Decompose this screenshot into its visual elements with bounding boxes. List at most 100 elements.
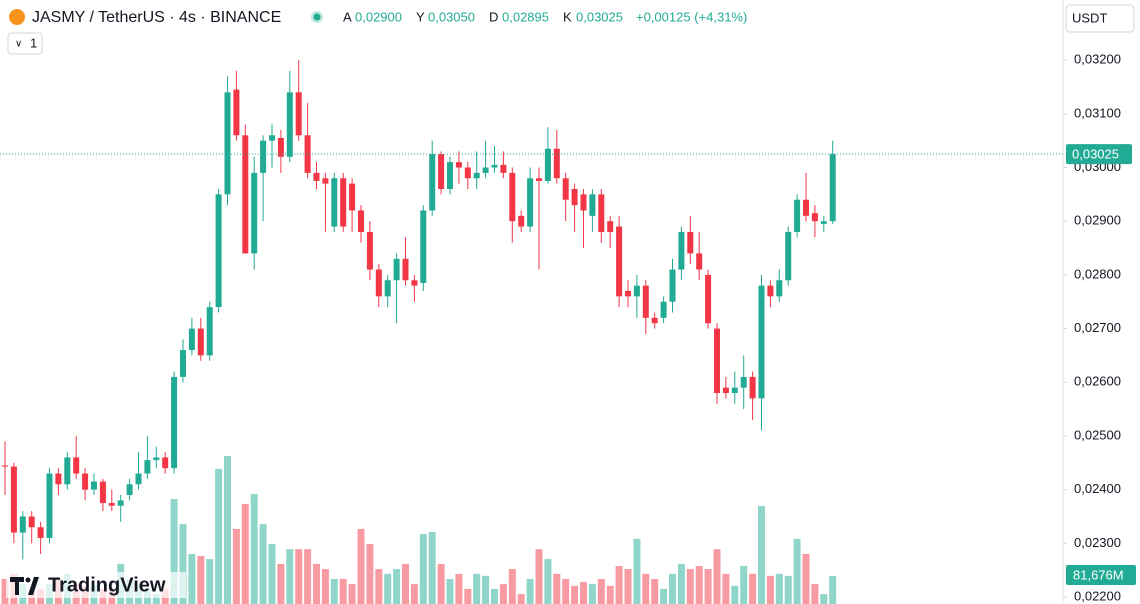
volume-bar bbox=[188, 553, 196, 604]
candle-body bbox=[705, 274, 712, 324]
candle-body bbox=[562, 178, 569, 200]
candle-body bbox=[696, 253, 703, 270]
candle-body bbox=[482, 167, 489, 173]
candle-body bbox=[242, 135, 249, 254]
volume-bar bbox=[508, 569, 516, 604]
volume-bar bbox=[686, 569, 694, 604]
volume-bar bbox=[553, 573, 561, 604]
volume-bar bbox=[740, 565, 748, 604]
volume-bar bbox=[473, 573, 481, 604]
volume-bar bbox=[348, 584, 356, 604]
candle-body bbox=[544, 148, 551, 181]
volume-bar bbox=[455, 573, 463, 604]
candle-body bbox=[776, 280, 783, 297]
candle-body bbox=[19, 516, 26, 533]
candle-body bbox=[829, 154, 836, 222]
candle-body bbox=[589, 194, 596, 216]
volume-tag bbox=[1066, 565, 1136, 585]
volume-bar bbox=[170, 499, 178, 604]
y-tick-label: 0,02900 bbox=[1074, 213, 1121, 228]
candle-body bbox=[491, 164, 498, 168]
candle-body bbox=[384, 280, 391, 297]
candle-body bbox=[28, 516, 35, 528]
candle-body bbox=[447, 162, 453, 189]
candle-body bbox=[269, 135, 275, 141]
candle-body bbox=[642, 285, 649, 318]
candle-body bbox=[251, 172, 258, 254]
brand: TradingView bbox=[48, 574, 166, 596]
last-price-tag bbox=[1066, 144, 1132, 165]
volume-bar bbox=[766, 575, 774, 604]
volume-bar bbox=[642, 573, 650, 604]
y-tick-label: 0,03100 bbox=[1074, 105, 1121, 120]
y-tick-label: 0,03200 bbox=[1074, 52, 1121, 67]
volume-bar bbox=[535, 549, 543, 604]
candle-body bbox=[55, 473, 62, 485]
interval-button[interactable] bbox=[7, 32, 43, 55]
volume-bar bbox=[366, 544, 374, 604]
candle-body bbox=[375, 269, 382, 297]
candle-body bbox=[197, 328, 204, 356]
candle-body bbox=[260, 140, 267, 173]
brand-mark bbox=[10, 577, 39, 595]
candle-body bbox=[331, 178, 338, 227]
volume-bar bbox=[277, 563, 285, 604]
volume-bar bbox=[775, 573, 783, 604]
candle-body bbox=[340, 178, 347, 227]
candle-body bbox=[99, 481, 106, 504]
candle-body bbox=[767, 285, 774, 297]
volume-bar bbox=[304, 549, 312, 604]
volume-bar bbox=[606, 585, 614, 604]
volume-bar bbox=[268, 544, 276, 604]
y-tick-label: 0,02500 bbox=[1074, 427, 1121, 442]
candle-body bbox=[527, 178, 534, 227]
candle-body bbox=[295, 92, 302, 136]
volume-bar bbox=[695, 565, 703, 604]
candle-body bbox=[473, 172, 480, 179]
candle-body bbox=[820, 221, 827, 224]
volume-bar bbox=[669, 573, 676, 604]
candle-body bbox=[2, 465, 8, 467]
candle-body bbox=[233, 89, 240, 136]
candle-body bbox=[108, 503, 115, 506]
candle-body bbox=[224, 92, 231, 195]
volume-bar bbox=[758, 505, 765, 604]
o-value: 0,02900 bbox=[355, 9, 402, 24]
volume-bar bbox=[811, 584, 819, 604]
currency-button[interactable] bbox=[1065, 4, 1135, 33]
candle-body bbox=[553, 148, 560, 179]
volume-bar bbox=[206, 559, 214, 604]
volume-bar bbox=[446, 578, 454, 604]
volume-bar bbox=[597, 578, 605, 604]
volume-bar bbox=[562, 578, 570, 604]
volume-bar bbox=[526, 578, 534, 604]
volume-bar bbox=[482, 575, 490, 604]
volume-bar bbox=[224, 455, 231, 604]
volume-bar bbox=[793, 538, 801, 604]
volume-bar bbox=[330, 578, 338, 604]
volume-bar bbox=[321, 569, 329, 604]
volume-bar bbox=[152, 594, 160, 604]
volume-bar bbox=[517, 594, 525, 604]
volume-bar bbox=[179, 524, 187, 604]
symbol: JASMY / TetherUS · 4s · BINANCE bbox=[32, 9, 281, 26]
volume-bar bbox=[731, 585, 739, 604]
candle-body bbox=[180, 350, 186, 377]
candle-body bbox=[633, 285, 640, 297]
volume-bar bbox=[428, 532, 436, 604]
candle-body bbox=[420, 210, 427, 283]
candle-body bbox=[811, 213, 818, 222]
volume-bar bbox=[384, 573, 392, 604]
y-tick-label: 0,02200 bbox=[1074, 588, 1121, 603]
volume-bar bbox=[749, 573, 757, 604]
c-key: K bbox=[563, 9, 572, 24]
candle-body bbox=[749, 376, 756, 399]
candle-body bbox=[687, 231, 694, 254]
volume-bar bbox=[232, 528, 240, 604]
collapse-icon: ∨ bbox=[15, 39, 22, 50]
candle-body bbox=[277, 137, 284, 157]
volume-bar bbox=[419, 534, 427, 604]
candle-body bbox=[349, 183, 356, 211]
candle-body bbox=[785, 231, 792, 281]
volume-bar bbox=[660, 588, 668, 604]
